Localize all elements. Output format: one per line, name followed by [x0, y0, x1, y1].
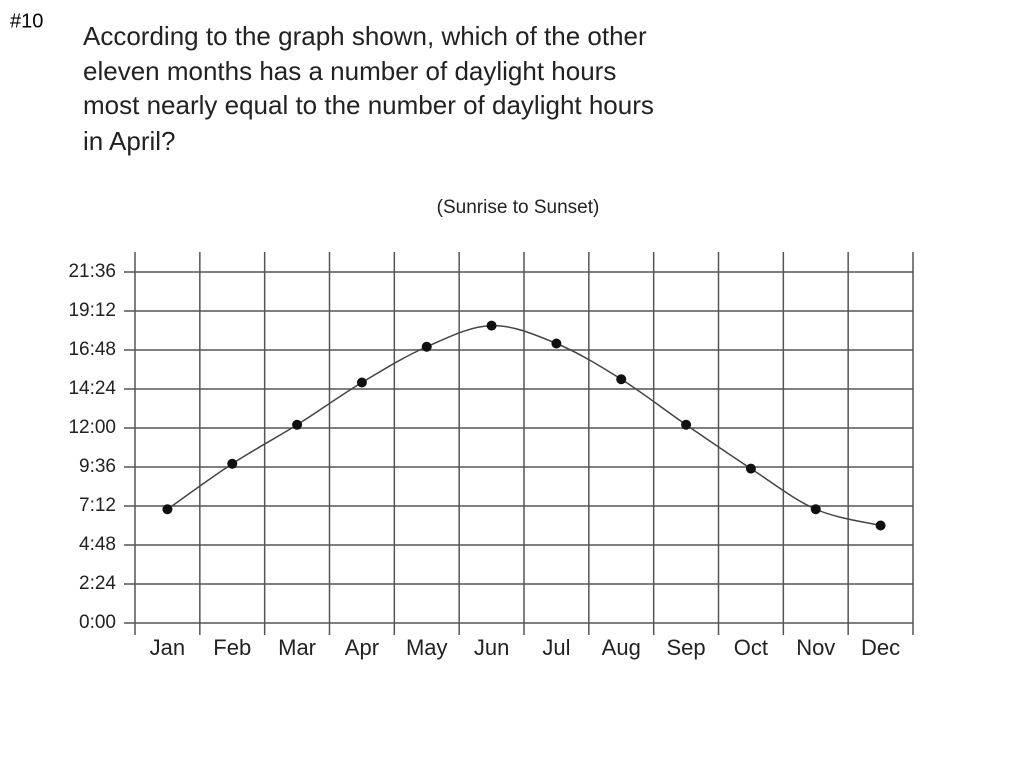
y-tick-label: 4:48	[79, 534, 116, 555]
data-point	[875, 520, 886, 531]
x-tick-label: Apr	[345, 635, 379, 660]
data-point	[227, 458, 238, 469]
x-tick-label: Jul	[542, 635, 570, 660]
x-tick-label: Mar	[278, 635, 316, 660]
y-tick-label: 2:24	[79, 573, 116, 594]
question-line: in April?	[83, 126, 176, 156]
x-tick-label: Aug	[602, 635, 641, 660]
y-tick-label: 7:12	[79, 495, 116, 516]
x-tick-label: Dec	[861, 635, 900, 660]
y-tick-label: 9:36	[79, 456, 116, 477]
y-tick-label: 16:48	[68, 339, 116, 360]
question-line: According to the graph shown, which of t…	[83, 21, 647, 51]
question-line: eleven months has a number of daylight h…	[83, 56, 616, 86]
data-point	[616, 374, 627, 385]
x-tick-label: Nov	[796, 635, 835, 660]
data-point	[681, 419, 692, 430]
question-line: most nearly equal to the number of dayli…	[83, 90, 654, 120]
x-tick-label: Jan	[150, 635, 185, 660]
data-point	[421, 341, 432, 352]
x-tick-label: Feb	[213, 635, 251, 660]
y-tick-label: 12:00	[68, 417, 116, 438]
data-point	[551, 338, 562, 349]
chart-subtitle: (Sunrise to Sunset)	[437, 197, 600, 218]
data-point	[292, 419, 303, 430]
y-tick-label: 21:36	[68, 261, 116, 282]
data-point	[745, 463, 756, 474]
y-tick-label: 19:12	[68, 300, 116, 321]
y-tick-label: 0:00	[79, 612, 116, 633]
x-tick-label: Jun	[474, 635, 509, 660]
data-point	[810, 504, 821, 515]
y-tick-label: 14:24	[68, 378, 116, 399]
data-point	[356, 377, 367, 388]
x-tick-label: May	[406, 635, 448, 660]
x-tick-label: Oct	[734, 635, 768, 660]
data-point	[486, 320, 497, 331]
data-point	[162, 504, 173, 515]
slide-number: #10	[10, 10, 43, 32]
x-tick-label: Sep	[667, 635, 706, 660]
data-line	[166, 324, 881, 527]
